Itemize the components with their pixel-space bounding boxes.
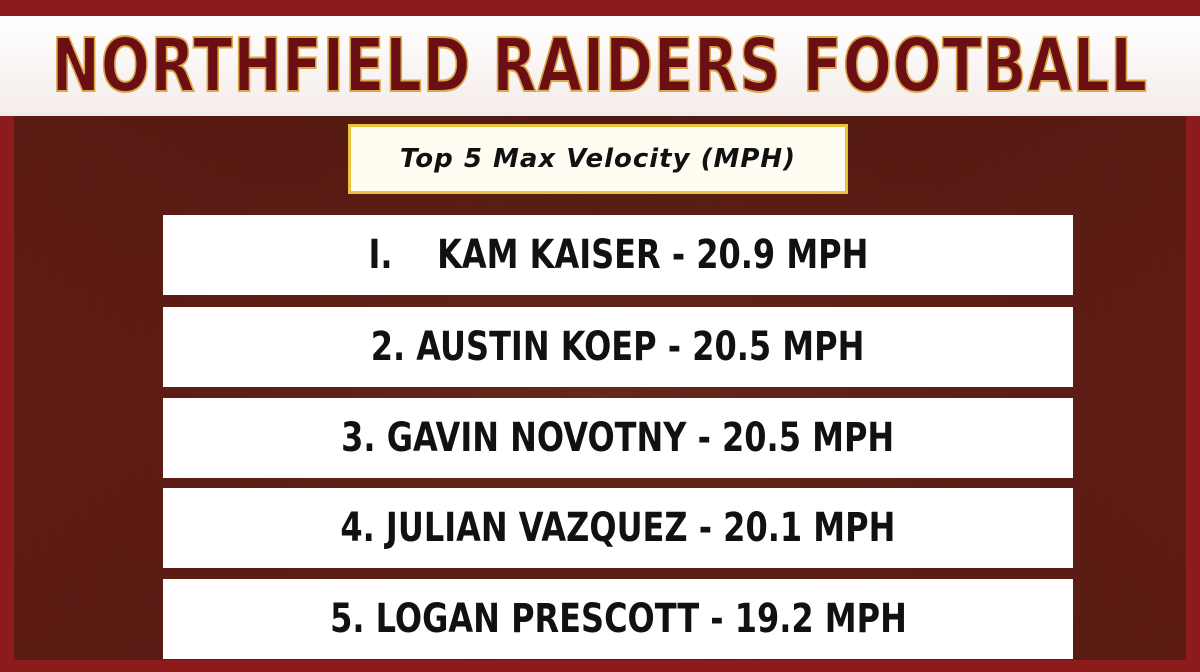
ranking-row: I. KAM KAISER - 20.9 MPH xyxy=(163,215,1073,295)
title: NORTHFIELD RAIDERS FOOTBALL xyxy=(51,22,1149,110)
subtitle: Top 5 Max Velocity (MPH) xyxy=(399,144,797,174)
subtitle-box: Top 5 Max Velocity (MPH) xyxy=(348,124,848,194)
top-bar xyxy=(0,0,1200,16)
ranking-text: 3. GAVIN NOVOTNY - 20.5 MPH xyxy=(341,415,895,461)
ranking-row: 3. GAVIN NOVOTNY - 20.5 MPH xyxy=(163,398,1073,478)
ranking-text: I. KAM KAISER - 20.9 MPH xyxy=(368,232,868,278)
ranking-row: 4. JULIAN VAZQUEZ - 20.1 MPH xyxy=(163,488,1073,568)
ranking-row: 2. AUSTIN KOEP - 20.5 MPH xyxy=(163,307,1073,387)
ranking-text: 5. LOGAN PRESCOTT - 19.2 MPH xyxy=(329,596,907,642)
ranking-text: 4. JULIAN VAZQUEZ - 20.1 MPH xyxy=(340,505,896,551)
ranking-text: 2. AUSTIN KOEP - 20.5 MPH xyxy=(371,324,865,370)
ranking-row: 5. LOGAN PRESCOTT - 19.2 MPH xyxy=(163,579,1073,659)
banner: NORTHFIELD RAIDERS FOOTBALL xyxy=(0,16,1200,116)
